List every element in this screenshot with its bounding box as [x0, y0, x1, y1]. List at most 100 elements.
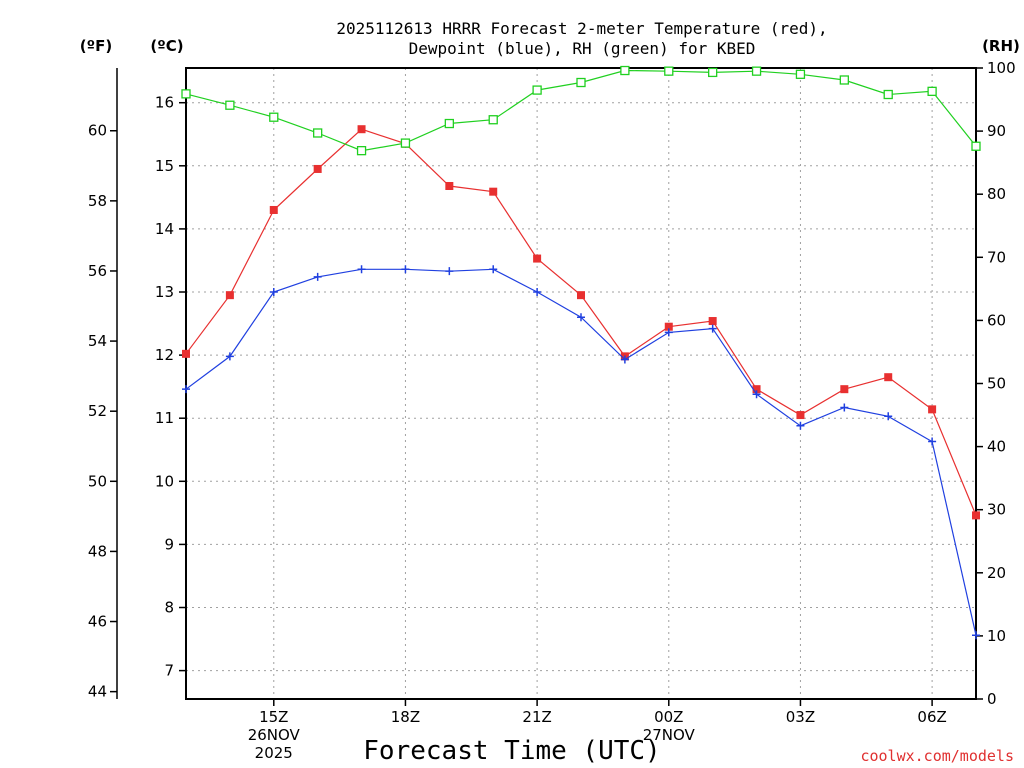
temperature-point — [489, 187, 498, 196]
temperature-point — [840, 385, 849, 394]
rh-point — [751, 66, 762, 76]
temperature-point — [357, 125, 366, 134]
dewpoint-point — [840, 403, 849, 412]
dewpoint-point — [489, 265, 498, 274]
rh-point — [444, 118, 454, 129]
x-tick-label: 26NOV — [248, 726, 301, 744]
fahrenheit-tick-label: 52 — [88, 402, 107, 420]
dewpoint-point — [928, 437, 937, 446]
fahrenheit-tick-label: 58 — [88, 192, 107, 210]
x-tick-label: 18Z — [391, 708, 420, 726]
rh-point — [532, 85, 542, 95]
x-tick-label: 06Z — [917, 708, 946, 726]
celsius-tick-label: 15 — [155, 157, 174, 175]
data-series — [181, 65, 981, 640]
temperature-point — [752, 385, 761, 394]
dewpoint-point — [577, 313, 585, 322]
x-tick-label: 27NOV — [643, 726, 696, 744]
temperature-point — [577, 291, 585, 300]
rh-point — [356, 146, 367, 156]
credit-text: coolwx.com/models — [860, 747, 1014, 765]
temperature-point — [182, 349, 190, 358]
fahrenheit-tick-label: 60 — [88, 122, 107, 140]
celsius-tick-label: 9 — [164, 535, 174, 553]
celsius-tick-label: 10 — [155, 472, 174, 490]
temperature-point — [313, 164, 322, 173]
temperature-point — [972, 511, 980, 520]
celsius-tick-label: 14 — [155, 220, 174, 238]
fahrenheit-tick-label: 54 — [88, 332, 107, 350]
rh-point — [971, 141, 981, 151]
fahrenheit-tick-label: 48 — [88, 542, 107, 560]
axes: 7 8 9 10 11 12 13 14 15 16 44 46 48 50 52 54 56 58 60 0 10 20… — [88, 59, 1016, 762]
celsius-tick-label: 12 — [155, 346, 174, 364]
rh-tick-label: 20 — [987, 564, 1006, 582]
plot-frame — [185, 67, 977, 700]
rh-axis-label: (RH) — [982, 37, 1020, 55]
dewpoint-point — [796, 421, 805, 430]
temperature-point — [225, 291, 234, 300]
x-tick-label: 03Z — [786, 708, 815, 726]
temperature-point — [445, 181, 454, 190]
temperature-point — [884, 373, 893, 382]
rh-point — [620, 65, 630, 76]
fahrenheit-tick-label: 56 — [88, 262, 107, 280]
rh-tick-label: 50 — [987, 375, 1006, 393]
dewpoint-point — [620, 355, 629, 364]
series-line-temperature — [185, 128, 977, 516]
rh-point — [576, 77, 586, 88]
rh-tick-label: 30 — [987, 501, 1006, 519]
temperature-point — [796, 411, 805, 420]
rh-point — [488, 115, 498, 125]
dewpoint-point — [884, 412, 893, 421]
series-temperature — [182, 125, 980, 520]
celsius-tick-label: 8 — [164, 599, 174, 617]
rh-point — [181, 89, 191, 99]
fahrenheit-axis-label: (ºF) — [80, 37, 112, 55]
celsius-axis-label: (ºC) — [150, 37, 183, 55]
rh-tick-label: 70 — [987, 248, 1006, 266]
rh-point — [795, 69, 806, 79]
temperature-point — [269, 205, 278, 214]
chart-title-line-1: 2025112613 HRRR Forecast 2-meter Tempera… — [336, 19, 827, 38]
dewpoint-point — [225, 352, 234, 361]
rh-tick-label: 90 — [987, 122, 1006, 140]
dewpoint-point — [357, 265, 366, 274]
x-tick-label: 00Z — [654, 708, 683, 726]
dewpoint-point — [401, 265, 410, 274]
temperature-point — [533, 254, 542, 263]
rh-point — [664, 66, 674, 76]
rh-point — [708, 67, 718, 78]
celsius-tick-label: 16 — [155, 94, 174, 112]
temperature-point — [928, 405, 937, 414]
fahrenheit-tick-label: 46 — [88, 613, 107, 631]
fahrenheit-tick-label: 50 — [88, 472, 107, 490]
celsius-tick-label: 13 — [155, 283, 174, 301]
rh-point — [313, 128, 323, 138]
celsius-tick-label: 7 — [164, 662, 174, 680]
chart-title-line-2: Dewpoint (blue), RH (green) for KBED — [409, 39, 756, 58]
series-dewpoint — [182, 265, 980, 640]
series-rh — [181, 65, 981, 156]
dewpoint-point — [445, 267, 454, 276]
temperature-point — [664, 322, 673, 331]
rh-point — [927, 86, 937, 96]
dewpoint-point — [182, 385, 190, 394]
x-axis-title: Forecast Time (UTC) — [363, 736, 660, 766]
series-line-dewpoint — [185, 268, 977, 636]
dewpoint-point — [752, 390, 761, 399]
rh-point — [883, 89, 893, 100]
x-tick-label: 2025 — [255, 744, 293, 762]
rh-point — [269, 112, 279, 122]
dewpoint-point — [533, 288, 542, 297]
x-tick-label: 15Z — [259, 708, 288, 726]
rh-tick-label: 100 — [987, 59, 1016, 77]
rh-tick-label: 40 — [987, 438, 1006, 456]
rh-tick-label: 10 — [987, 627, 1006, 645]
rh-tick-label: 0 — [987, 690, 997, 708]
dewpoint-point — [313, 272, 322, 281]
dewpoint-point — [269, 288, 278, 297]
dewpoint-point — [708, 324, 717, 333]
fahrenheit-tick-label: 44 — [88, 683, 107, 701]
